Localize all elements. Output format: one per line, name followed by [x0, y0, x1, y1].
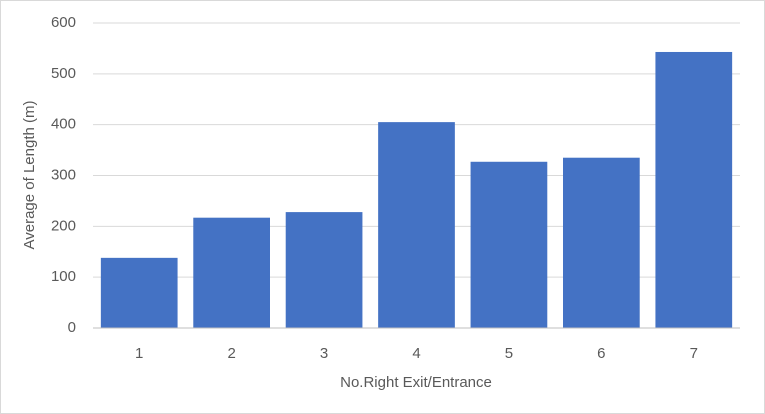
bar	[285, 212, 363, 328]
x-tick-label: 1	[135, 345, 143, 362]
bar	[193, 217, 271, 328]
y-axis-label: Average of Length (m)	[21, 101, 38, 250]
x-tick-label: 2	[227, 345, 235, 362]
y-tick-label: 500	[51, 65, 76, 82]
x-tick-label: 6	[597, 345, 605, 362]
y-tick-label: 300	[51, 166, 76, 183]
bar	[470, 161, 548, 328]
bar	[655, 51, 733, 328]
x-tick-label: 3	[320, 345, 328, 362]
y-tick-label: 600	[51, 14, 76, 31]
bar	[562, 157, 640, 328]
x-axis-label: No.Right Exit/Entrance	[340, 374, 492, 391]
x-tick-label: 7	[690, 345, 698, 362]
bar	[378, 122, 455, 328]
y-tick-label: 0	[68, 319, 76, 336]
y-tick-label: 100	[51, 268, 76, 285]
x-tick-label: 5	[505, 345, 513, 362]
y-tick-label: 200	[51, 217, 76, 234]
x-tick-label: 4	[412, 345, 420, 362]
y-tick-label: 400	[51, 116, 76, 133]
bar	[100, 257, 178, 328]
